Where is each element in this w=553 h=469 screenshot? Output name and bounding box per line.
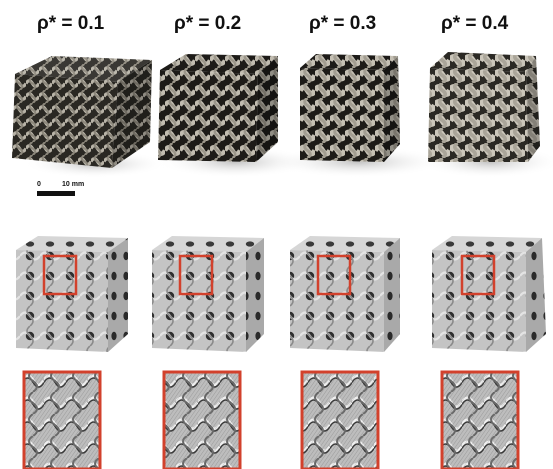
scale-bar: 0 10 mm [37,181,107,203]
rendered-lattice-3 [290,236,400,352]
printed-sample-3 [270,54,446,178]
printed-sample-4 [418,52,553,178]
zoom-detail-3 [300,370,380,469]
highlight-box-4 [460,254,496,296]
density-label-2: ρ* = 0.2 [174,13,242,34]
density-label-4: ρ* = 0.4 [441,13,509,34]
scale-bar-zero-label: 0 [37,181,41,188]
zoom-detail-1 [22,370,102,469]
density-label-1: ρ* = 0.1 [37,13,105,34]
printed-sample-2 [157,54,313,178]
rendered-lattice-2 [152,236,264,352]
scale-bar-end-label: 10 mm [62,181,85,188]
rendered-lattice-4 [432,236,546,352]
density-label-3: ρ* = 0.3 [309,13,377,34]
printed-sample-1 [12,56,167,178]
zoom-detail-4 [440,370,520,469]
scale-bar-line [37,191,75,196]
printed-samples-row [12,52,553,178]
rendered-lattice-1 [16,236,128,352]
highlight-box-2 [178,254,214,296]
rendered-lattice-row [16,236,546,352]
highlight-box-1 [42,254,78,296]
zoom-detail-2 [162,370,242,469]
highlight-box-3 [316,254,352,296]
zoomed-detail-row [22,370,520,469]
